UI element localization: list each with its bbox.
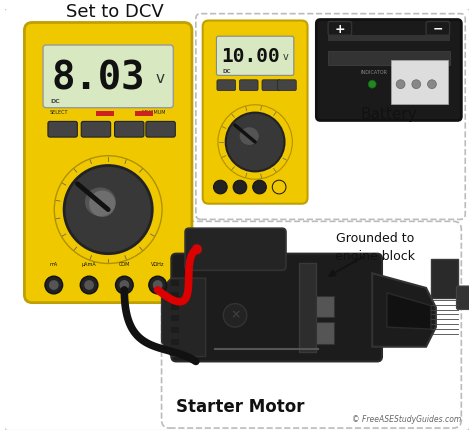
Text: 10.00: 10.00 bbox=[221, 47, 280, 66]
Circle shape bbox=[396, 80, 405, 89]
Ellipse shape bbox=[240, 127, 259, 145]
Circle shape bbox=[253, 180, 266, 194]
Text: MAXIMUM: MAXIMUM bbox=[142, 110, 166, 115]
Text: +: + bbox=[335, 23, 345, 36]
Circle shape bbox=[149, 276, 166, 294]
Circle shape bbox=[64, 166, 152, 254]
Text: Battery: Battery bbox=[360, 108, 417, 123]
Circle shape bbox=[223, 304, 247, 327]
Text: mA: mA bbox=[50, 262, 58, 267]
Polygon shape bbox=[372, 273, 436, 347]
Bar bbox=[316, 296, 334, 317]
FancyBboxPatch shape bbox=[456, 286, 472, 310]
Circle shape bbox=[153, 280, 163, 290]
Circle shape bbox=[119, 280, 129, 290]
Circle shape bbox=[428, 80, 437, 89]
Circle shape bbox=[49, 280, 59, 290]
FancyBboxPatch shape bbox=[426, 22, 449, 35]
FancyBboxPatch shape bbox=[81, 121, 110, 137]
FancyBboxPatch shape bbox=[316, 19, 461, 120]
Text: Set to DCV: Set to DCV bbox=[66, 3, 164, 21]
Bar bbox=[172, 339, 179, 345]
FancyBboxPatch shape bbox=[328, 22, 352, 35]
Circle shape bbox=[412, 80, 421, 89]
Bar bbox=[328, 35, 449, 41]
FancyBboxPatch shape bbox=[217, 80, 236, 91]
Circle shape bbox=[45, 276, 63, 294]
FancyBboxPatch shape bbox=[239, 80, 258, 91]
Bar bbox=[135, 111, 153, 116]
FancyBboxPatch shape bbox=[196, 14, 465, 219]
Circle shape bbox=[84, 280, 94, 290]
Text: INDICATOR: INDICATOR bbox=[361, 70, 388, 75]
FancyBboxPatch shape bbox=[4, 8, 470, 430]
Circle shape bbox=[368, 80, 376, 88]
Circle shape bbox=[192, 244, 202, 254]
Text: Grounded to
engine block: Grounded to engine block bbox=[335, 232, 415, 263]
Circle shape bbox=[233, 180, 247, 194]
Text: VΩHz: VΩHz bbox=[151, 262, 164, 267]
Bar bbox=[172, 327, 179, 333]
Bar bbox=[431, 258, 458, 298]
Circle shape bbox=[226, 113, 284, 172]
Text: DC: DC bbox=[222, 68, 231, 74]
Polygon shape bbox=[162, 278, 206, 356]
Text: −: − bbox=[433, 23, 443, 36]
Circle shape bbox=[80, 276, 98, 294]
Bar bbox=[96, 111, 114, 116]
FancyBboxPatch shape bbox=[115, 121, 144, 137]
Ellipse shape bbox=[85, 187, 116, 216]
FancyBboxPatch shape bbox=[217, 36, 294, 75]
Text: 8.03: 8.03 bbox=[52, 59, 145, 97]
FancyBboxPatch shape bbox=[25, 22, 192, 303]
Bar bbox=[172, 280, 179, 286]
Text: µAmA: µAmA bbox=[82, 262, 96, 267]
Circle shape bbox=[89, 190, 116, 217]
Bar bbox=[328, 51, 449, 64]
Bar bbox=[299, 264, 316, 352]
FancyBboxPatch shape bbox=[262, 80, 281, 91]
Bar bbox=[172, 304, 179, 310]
FancyBboxPatch shape bbox=[162, 221, 461, 428]
Text: v: v bbox=[155, 71, 164, 86]
Circle shape bbox=[218, 105, 292, 179]
FancyBboxPatch shape bbox=[48, 121, 77, 137]
Bar bbox=[316, 322, 334, 344]
Text: SELECT: SELECT bbox=[50, 110, 68, 115]
Text: Starter Motor: Starter Motor bbox=[176, 398, 304, 416]
FancyBboxPatch shape bbox=[172, 254, 382, 362]
FancyBboxPatch shape bbox=[203, 21, 308, 204]
Circle shape bbox=[116, 276, 133, 294]
FancyBboxPatch shape bbox=[185, 228, 286, 270]
Polygon shape bbox=[387, 293, 431, 329]
Text: DC: DC bbox=[51, 99, 61, 104]
FancyBboxPatch shape bbox=[278, 80, 296, 91]
Text: ×: × bbox=[230, 309, 240, 322]
Circle shape bbox=[213, 180, 227, 194]
Bar bbox=[172, 292, 179, 298]
Bar bbox=[172, 315, 179, 321]
Circle shape bbox=[55, 156, 162, 264]
FancyBboxPatch shape bbox=[146, 121, 175, 137]
Text: v: v bbox=[283, 52, 289, 62]
FancyBboxPatch shape bbox=[43, 45, 173, 108]
Text: © FreeASEStudyGuides.com: © FreeASEStudyGuides.com bbox=[352, 415, 461, 424]
Text: COM: COM bbox=[118, 262, 130, 267]
Circle shape bbox=[272, 180, 286, 194]
Bar bbox=[391, 60, 447, 104]
